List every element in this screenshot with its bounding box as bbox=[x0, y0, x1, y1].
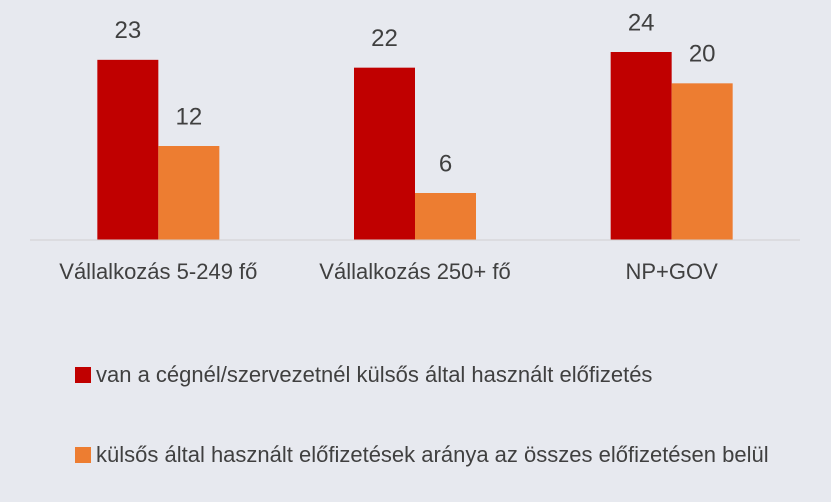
legend-swatch bbox=[75, 367, 91, 383]
value-label: 22 bbox=[371, 25, 398, 52]
value-label: 12 bbox=[175, 103, 202, 130]
x-tick-label: NP+GOV bbox=[626, 259, 719, 284]
x-tick-label: Vállalkozás 250+ fő bbox=[319, 259, 510, 284]
bar bbox=[671, 83, 733, 240]
value-label: 6 bbox=[439, 150, 452, 177]
bar bbox=[354, 67, 415, 241]
legend-label: van a cégnél/szervezetnél külsős által h… bbox=[96, 362, 653, 387]
legend-entry: külsős által használt előfizetések arány… bbox=[75, 442, 815, 468]
bar bbox=[415, 193, 476, 240]
value-label: 24 bbox=[628, 9, 655, 36]
bar bbox=[158, 146, 220, 240]
plot: Vállalkozás 5-249 fő 23 12 Vállalkozás 250+… bbox=[30, 9, 800, 284]
bar bbox=[610, 52, 672, 240]
x-tick-label: Vállalkozás 5-249 fő bbox=[59, 259, 257, 284]
legend-label: külsős által használt előfizetések arány… bbox=[96, 442, 769, 467]
bar bbox=[97, 59, 159, 241]
legend-entry: van a cégnél/szervezetnél külsős által h… bbox=[75, 362, 815, 388]
value-label: 23 bbox=[114, 17, 141, 44]
legend-swatch bbox=[75, 447, 91, 463]
value-label: 20 bbox=[689, 41, 716, 68]
legend: van a cégnél/szervezetnél külsős által h… bbox=[75, 362, 815, 502]
